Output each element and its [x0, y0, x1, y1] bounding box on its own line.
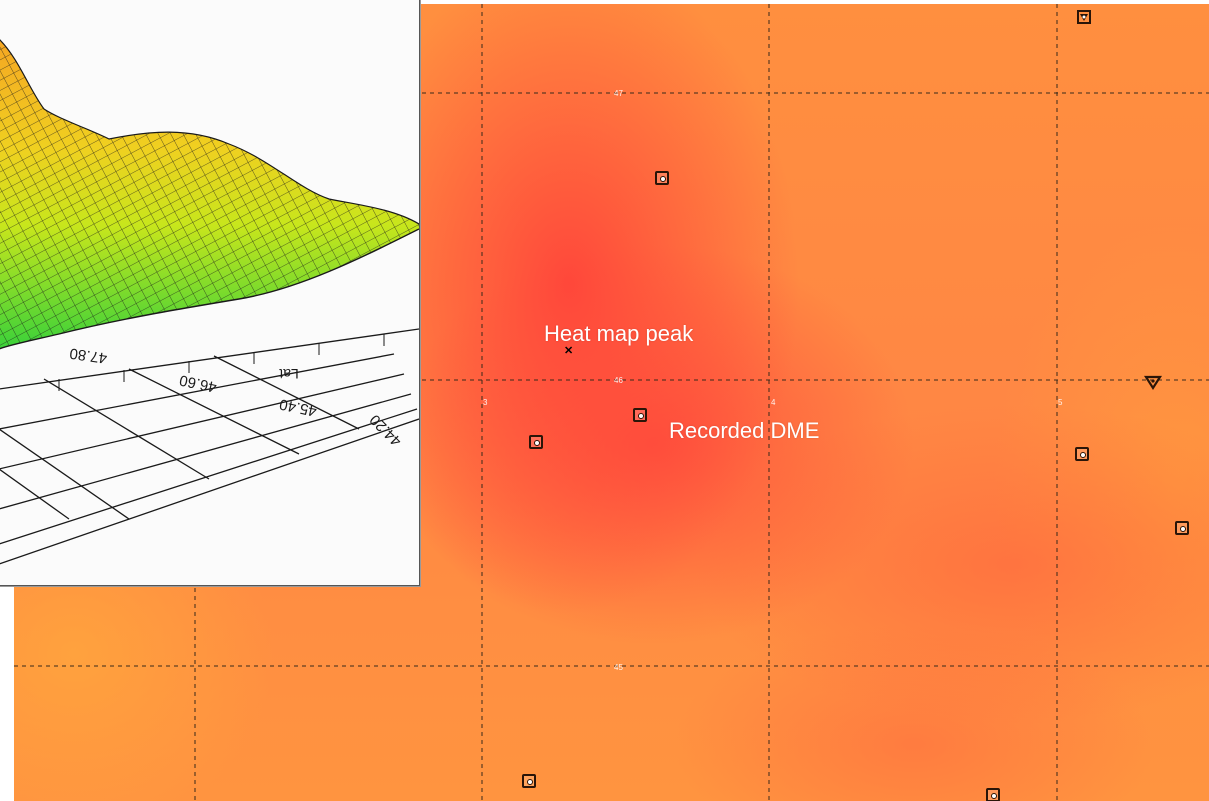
dme-navaid-icon[interactable]: [655, 171, 669, 185]
surface-mesh: [0, 39, 419, 349]
grid-label-lon-5: 5: [1058, 398, 1063, 407]
vortac-icon[interactable]: [1075, 8, 1093, 26]
surface-plot-inset: 47.80 46.60 45.40 44.20 Lat: [0, 0, 420, 586]
dme-navaid-icon[interactable]: [1175, 521, 1189, 535]
dme-navaid-icon[interactable]: [529, 435, 543, 449]
grid-label-lat-45: 45: [614, 663, 623, 672]
axis-tick-label: 47.80: [69, 344, 109, 366]
dme-navaid-icon[interactable]: [633, 408, 647, 422]
dme-navaid-icon[interactable]: [522, 774, 536, 788]
axis-tick-label: 44.20: [367, 411, 406, 450]
axis-tick-label: 45.40: [278, 395, 318, 419]
base-plane: [0, 329, 419, 564]
vortac-icon[interactable]: [1144, 373, 1162, 391]
grid-label-lat-46: 46: [614, 376, 623, 385]
grid-label-lat-47: 47: [614, 89, 623, 98]
axis-name: Lat: [279, 366, 299, 382]
heat-map-peak-label: Heat map peak: [544, 321, 693, 347]
dme-navaid-icon[interactable]: [1075, 447, 1089, 461]
grid-label-lon-4: 4: [771, 398, 776, 407]
axis-tick-label: 46.60: [178, 371, 218, 395]
dme-navaid-icon[interactable]: [986, 788, 1000, 801]
grid-label-lon-3: 3: [483, 398, 488, 407]
surface-plot: 47.80 46.60 45.40 44.20 Lat: [0, 0, 420, 586]
recorded-dme-label: Recorded DME: [669, 418, 819, 444]
cross-marker-icon: ✕: [564, 346, 573, 357]
